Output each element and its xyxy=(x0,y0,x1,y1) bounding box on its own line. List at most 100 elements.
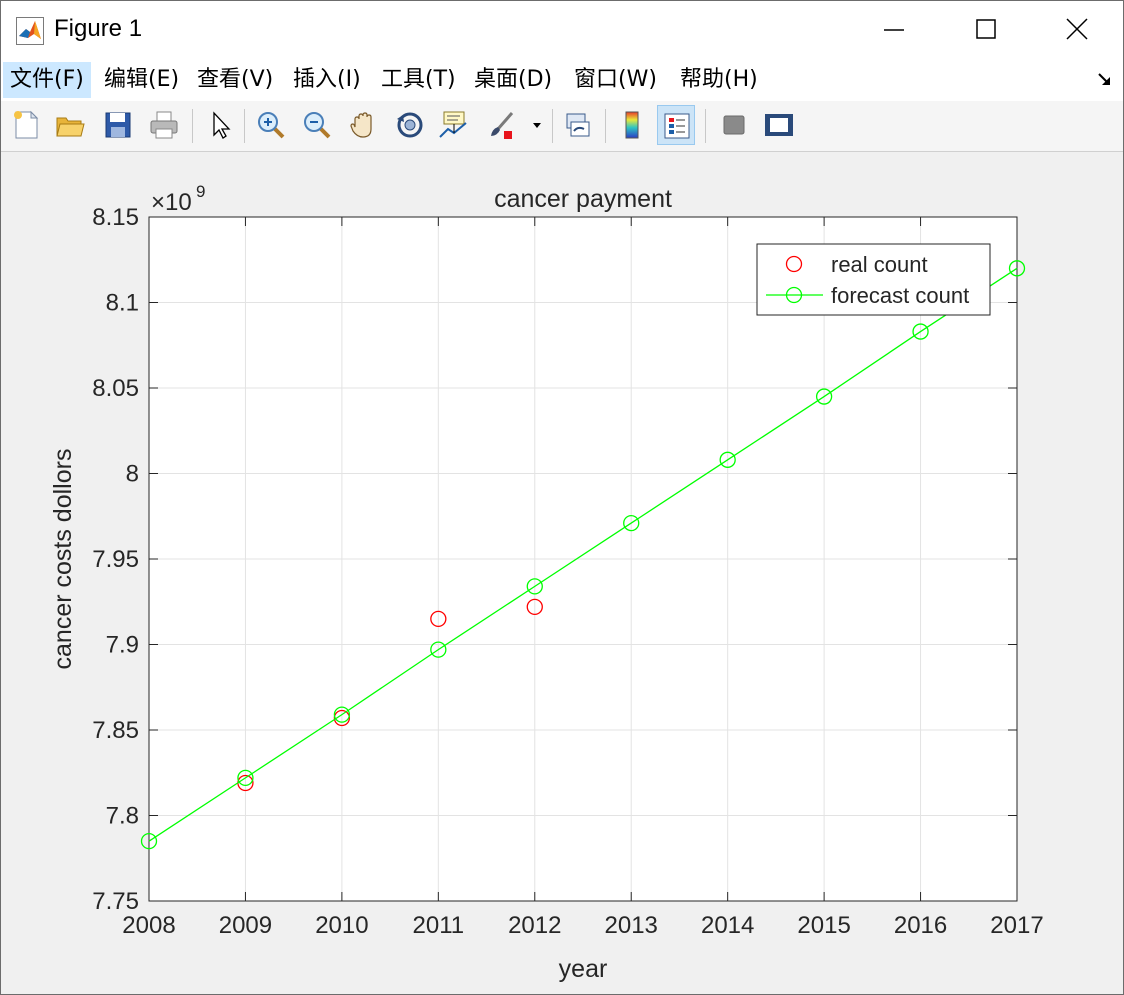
legend-label: real count xyxy=(831,252,928,277)
series-line xyxy=(148,267,1018,842)
y-tick-label: 7.9 xyxy=(106,632,139,659)
new-figure-icon xyxy=(14,110,39,139)
figure-toolbar xyxy=(1,101,1123,152)
data-cursor-icon xyxy=(439,111,467,138)
y-tick-label: 7.95 xyxy=(92,546,139,573)
rotate-3d-button[interactable] xyxy=(391,105,429,145)
x-tick-label: 2016 xyxy=(894,912,947,939)
data-point xyxy=(719,451,736,468)
brush-dropdown-button[interactable] xyxy=(527,105,547,145)
close-icon xyxy=(1066,18,1088,40)
close-button[interactable] xyxy=(1033,1,1123,59)
show-plot-tools-button[interactable] xyxy=(759,105,797,145)
link-plot-button[interactable] xyxy=(559,105,597,145)
window-title: Figure 1 xyxy=(54,15,143,42)
print-button[interactable] xyxy=(145,105,183,145)
maximize-icon xyxy=(976,19,996,39)
data-cursor-button[interactable] xyxy=(435,105,473,145)
legend-marker xyxy=(785,255,803,273)
data-point xyxy=(237,769,254,787)
brush-icon xyxy=(491,112,514,139)
open-file-icon xyxy=(56,117,85,137)
save-icon xyxy=(105,112,131,138)
hide-plot-tools-icon xyxy=(723,115,745,135)
y-exponent-power: 9 xyxy=(196,182,205,201)
menu-help[interactable]: 帮助(H) xyxy=(680,67,758,92)
menu-bar: 文件(F) 编辑(E) 查看(V) 插入(I) 工具(T) 桌面(D) 窗口(W… xyxy=(1,59,1123,101)
toolbar-separator xyxy=(552,109,553,143)
pan-icon xyxy=(350,112,372,138)
zoom-out-icon xyxy=(304,112,331,139)
menu-edit[interactable]: 编辑(E) xyxy=(104,67,180,92)
y-tick-label: 7.85 xyxy=(92,717,139,744)
menu-insert[interactable]: 插入(I) xyxy=(293,67,361,92)
chart[interactable]: 2008 2009 2010 2011 2012 2013 2014 2015 2016 2017… xyxy=(1,152,1123,994)
y-tick-label: 8.15 xyxy=(92,204,139,231)
insert-legend-button[interactable] xyxy=(657,105,695,145)
data-point xyxy=(430,610,447,628)
data-point xyxy=(140,833,158,850)
x-tick-label: 2009 xyxy=(219,912,272,939)
save-button[interactable] xyxy=(99,105,137,145)
y-axis-label: cancer costs dollors xyxy=(49,449,77,670)
x-tick-label: 2015 xyxy=(797,912,850,939)
x-tick-label: 2012 xyxy=(508,912,561,939)
x-tick-label: 2011 xyxy=(413,912,465,939)
zoom-out-button[interactable] xyxy=(298,105,336,145)
insert-colorbar-icon xyxy=(625,111,639,139)
data-point xyxy=(526,578,543,595)
menu-tools[interactable]: 工具(T) xyxy=(381,67,456,92)
data-point xyxy=(333,706,351,723)
x-tick-label: 2008 xyxy=(122,912,175,939)
data-point xyxy=(815,388,833,405)
title-bar[interactable]: Figure 1 xyxy=(1,1,1123,59)
insert-legend-icon xyxy=(664,113,690,139)
chart-title: cancer payment xyxy=(494,185,672,213)
open-file-button[interactable] xyxy=(51,105,89,145)
dock-arrow-icon[interactable] xyxy=(1097,71,1113,87)
hide-plot-tools-button[interactable] xyxy=(714,105,752,145)
maximize-button[interactable] xyxy=(943,1,1033,59)
menu-window[interactable]: 窗口(W) xyxy=(574,67,657,92)
brush-button[interactable] xyxy=(483,105,521,145)
menu-file[interactable]: 文件(F) xyxy=(3,62,91,98)
print-icon xyxy=(150,111,178,139)
x-axis-label: year xyxy=(559,955,608,983)
legend-box xyxy=(756,243,991,316)
insert-colorbar-button[interactable] xyxy=(613,105,651,145)
x-tick-label: 2014 xyxy=(701,912,754,939)
chevron-down-icon xyxy=(533,123,541,128)
zoom-in-icon xyxy=(258,112,285,139)
y-tick-label: 7.75 xyxy=(92,888,139,915)
y-exponent-label: ×10 xyxy=(151,189,192,216)
x-tick-label: 2013 xyxy=(605,912,658,939)
pan-button[interactable] xyxy=(344,105,382,145)
minimize-button[interactable] xyxy=(851,1,941,59)
legend-label: forecast count xyxy=(831,283,969,308)
edit-plot-button[interactable] xyxy=(201,105,239,145)
link-plot-icon xyxy=(566,113,590,137)
rotate-3d-icon xyxy=(397,112,423,138)
new-figure-button[interactable] xyxy=(7,105,45,145)
x-tick-label: 2010 xyxy=(315,912,368,939)
show-plot-tools-icon xyxy=(765,114,793,136)
menu-view[interactable]: 查看(V) xyxy=(197,67,274,92)
edit-plot-icon xyxy=(213,111,231,139)
zoom-in-button[interactable] xyxy=(252,105,290,145)
toolbar-separator xyxy=(605,109,606,143)
data-point xyxy=(1008,260,1026,277)
data-point xyxy=(430,641,447,658)
legend-marker xyxy=(785,286,803,304)
matlab-logo-icon xyxy=(16,17,44,45)
toolbar-separator xyxy=(705,109,706,143)
toolbar-separator xyxy=(244,109,245,143)
menu-desktop[interactable]: 桌面(D) xyxy=(474,67,553,92)
figure-canvas[interactable]: 2008 2009 2010 2011 2012 2013 2014 2015 2016 2017… xyxy=(1,152,1123,994)
y-tick-label: 7.8 xyxy=(106,803,139,830)
toolbar-separator xyxy=(192,109,193,143)
minimize-icon xyxy=(884,29,904,31)
y-tick-label: 8.1 xyxy=(106,290,139,317)
x-tick-label: 2017 xyxy=(990,912,1043,939)
data-point xyxy=(333,709,351,727)
